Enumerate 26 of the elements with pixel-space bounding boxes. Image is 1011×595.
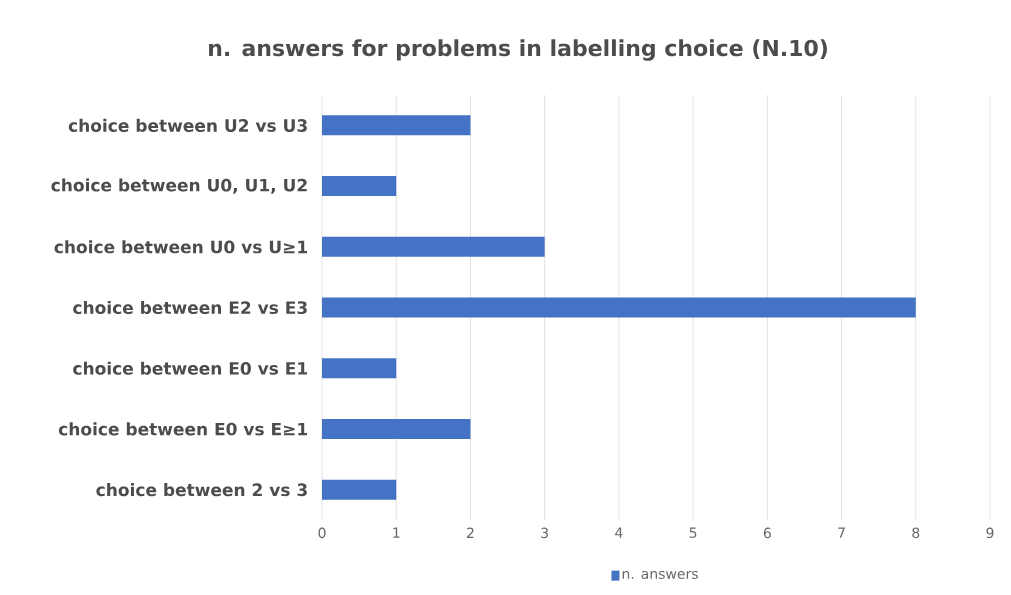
x-tick-label: 0 [318, 527, 326, 539]
x-tick-label: 5 [689, 527, 697, 538]
x-tick-label: 2 [467, 527, 474, 538]
bar [322, 115, 471, 136]
y-tick-label: choice between E0 vs E≥1 [58, 422, 308, 436]
y-tick-label: choice between U2 vs U3 [68, 118, 307, 132]
y-tick-label: choice between U0 vs U≥1 [54, 240, 308, 254]
y-tick-label: choice between E0 vs E1 [73, 361, 308, 375]
legend-label: n. answers [622, 570, 698, 579]
bar [322, 297, 916, 318]
x-tick-label: 6 [763, 527, 771, 539]
y-tick-label: choice between E2 vs E3 [73, 300, 307, 315]
x-tick-label: 1 [393, 527, 400, 538]
x-tick-label: 7 [838, 527, 845, 538]
x-tick-label: 4 [615, 527, 623, 538]
x-tick-label: 9 [986, 527, 994, 539]
x-tick-label: 8 [912, 527, 920, 539]
bar [322, 176, 397, 197]
chart-title: n. answers for problems in labelling choice (N.10) [209, 39, 827, 61]
bar [322, 358, 397, 379]
y-tick-label: choice between U0, U1, U2 [51, 178, 307, 194]
x-tick-label: 3 [541, 527, 549, 539]
bar [322, 236, 545, 257]
bar [322, 418, 471, 439]
y-tick-label: choice between 2 vs 3 [96, 483, 307, 497]
bar [322, 479, 397, 500]
